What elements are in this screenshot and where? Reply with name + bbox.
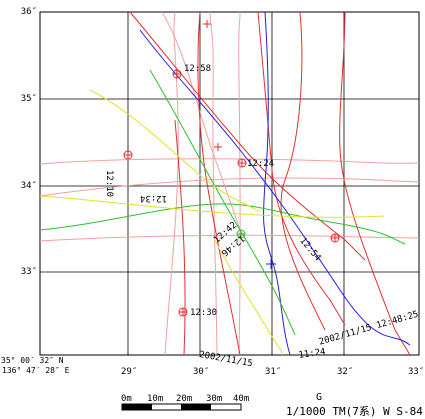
axis-x-label: 32″ xyxy=(337,367,354,377)
scale-bar-label: 0m xyxy=(121,394,132,404)
tracks-green xyxy=(39,69,406,336)
axis-y-label: 33″ xyxy=(20,267,37,277)
scale-bar-label: 10m xyxy=(147,394,164,404)
scale-bar-label: 40m xyxy=(233,394,250,404)
corner-latitude: 35° 00′ 32″ N xyxy=(1,356,64,365)
track-time-label: 12:30 xyxy=(190,308,218,318)
track-time-label: 12:58 xyxy=(184,64,212,74)
axis-x-label: 30″ xyxy=(193,367,210,377)
track-markers xyxy=(123,20,340,317)
axis-x-label: 33″ xyxy=(408,367,425,377)
axis-y-label: 35″ xyxy=(20,94,37,104)
track-markers-blue xyxy=(266,259,276,269)
axis-y-label: 34″ xyxy=(20,181,37,191)
tracks-yellow xyxy=(39,89,385,356)
map-frame xyxy=(39,11,420,356)
map-projection-label: 1/1000 TM(7系) W S-84 xyxy=(286,405,423,418)
scale-bar-label: 30m xyxy=(206,394,223,404)
scale-bar xyxy=(121,403,242,411)
scale-bar-label: 20m xyxy=(176,394,193,404)
grid-lines xyxy=(40,12,419,355)
corner-longitude: 136° 47′ 28″ E xyxy=(2,366,70,375)
axis-x-label: 29″ xyxy=(121,367,138,377)
axis-x-label: 31″ xyxy=(265,367,282,377)
axis-y-label: 36″ xyxy=(20,7,37,17)
track-time-label: 12:24 xyxy=(247,159,275,169)
tracks-red xyxy=(129,11,411,356)
track-time-label: 12:10 xyxy=(104,170,114,198)
footer-letter: G xyxy=(316,392,323,403)
track-blue xyxy=(139,11,411,356)
track-time-label: 12:34 xyxy=(140,193,168,203)
track-markers-green xyxy=(236,229,246,239)
